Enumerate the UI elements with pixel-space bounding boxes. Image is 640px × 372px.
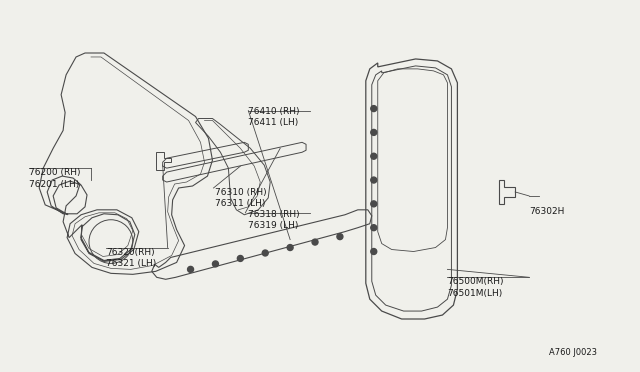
Circle shape bbox=[371, 177, 377, 183]
Text: A760 J0023: A760 J0023 bbox=[548, 348, 596, 357]
Text: 76410 (RH)
76411 (LH): 76410 (RH) 76411 (LH) bbox=[248, 107, 300, 127]
Circle shape bbox=[212, 261, 218, 267]
Text: 76200 (RH)
76201 (LH): 76200 (RH) 76201 (LH) bbox=[29, 168, 81, 189]
Text: 76302H: 76302H bbox=[529, 207, 564, 216]
Circle shape bbox=[287, 244, 293, 250]
Circle shape bbox=[371, 248, 377, 254]
Circle shape bbox=[237, 256, 243, 262]
Text: 76500M(RH)
76501M(LH): 76500M(RH) 76501M(LH) bbox=[447, 277, 504, 298]
Circle shape bbox=[371, 106, 377, 112]
Circle shape bbox=[371, 201, 377, 207]
Text: 76310 (RH)
76311 (LH): 76310 (RH) 76311 (LH) bbox=[216, 188, 267, 208]
Circle shape bbox=[312, 239, 318, 245]
Text: 76320(RH)
76321 (LH): 76320(RH) 76321 (LH) bbox=[106, 247, 156, 268]
Circle shape bbox=[262, 250, 268, 256]
Text: 76318 (RH)
76319 (LH): 76318 (RH) 76319 (LH) bbox=[248, 210, 300, 230]
Circle shape bbox=[371, 129, 377, 135]
Circle shape bbox=[371, 225, 377, 231]
Circle shape bbox=[337, 234, 343, 240]
Circle shape bbox=[371, 153, 377, 159]
Circle shape bbox=[188, 266, 193, 272]
